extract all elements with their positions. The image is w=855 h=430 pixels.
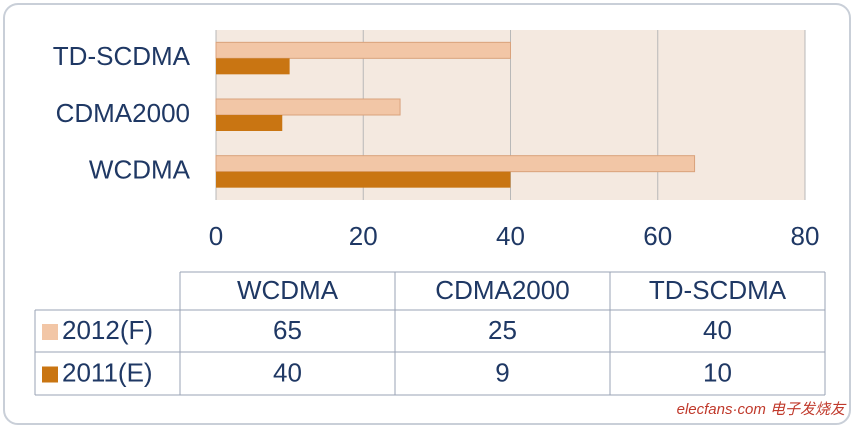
bar	[215, 98, 401, 116]
y-tick-label: WCDMA	[89, 155, 191, 185]
y-tick-label: CDMA2000	[56, 98, 190, 128]
bar	[215, 155, 696, 173]
x-tick-label: 20	[349, 221, 378, 251]
legend-swatch	[42, 324, 58, 340]
x-tick-label: 60	[643, 221, 672, 251]
watermark: elecfans·com 电子发烧友	[677, 401, 847, 418]
bar	[215, 41, 511, 59]
table-cell: 9	[495, 357, 509, 387]
table-cell: 40	[703, 315, 732, 345]
table-cell: 40	[273, 357, 302, 387]
legend-label: 2011(E)	[62, 357, 153, 387]
table-header: WCDMA	[237, 275, 339, 305]
bar	[216, 58, 290, 75]
y-tick-label: TD-SCDMA	[53, 41, 191, 71]
table-cell: 25	[488, 315, 517, 345]
bar	[216, 171, 511, 188]
x-tick-label: 40	[496, 221, 525, 251]
table-header: TD-SCDMA	[649, 275, 787, 305]
table-header: CDMA2000	[435, 275, 569, 305]
legend-swatch	[42, 366, 58, 383]
bar	[216, 115, 283, 131]
table-cell: 65	[273, 315, 302, 345]
table-cell: 10	[703, 357, 732, 387]
x-tick-label: 0	[209, 221, 223, 251]
x-tick-label: 80	[791, 221, 820, 251]
legend-label: 2012(F)	[62, 315, 153, 345]
